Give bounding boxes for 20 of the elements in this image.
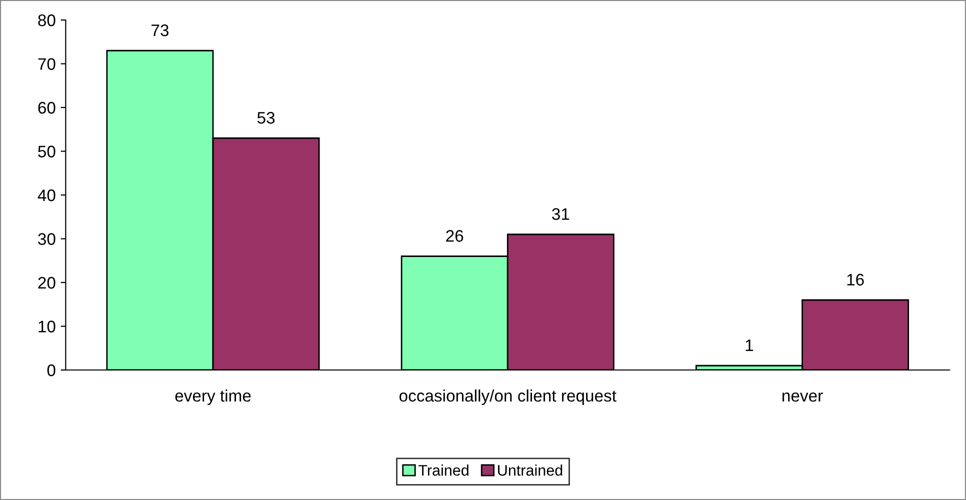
data-label: 1 (746, 340, 754, 352)
data-label: 53 (257, 112, 275, 124)
y-tick-label: 40 (38, 189, 56, 202)
legend-label: Untrained (498, 464, 562, 476)
data-label: 26 (446, 230, 464, 242)
y-tick-label: 10 (38, 320, 56, 332)
y-tick-label: 20 (38, 276, 56, 289)
legend-label: Trained (418, 464, 468, 476)
data-label: 16 (847, 274, 864, 286)
x-tick-label: occasionally/on client request (399, 389, 616, 405)
y-tick-label: 80 (38, 14, 56, 26)
x-tick-label: every time (175, 389, 251, 405)
y-tick-label: 0 (47, 364, 56, 376)
y-tick-label: 30 (38, 233, 56, 245)
data-label: 73 (152, 24, 169, 36)
data-label: 31 (552, 208, 570, 220)
y-tick-label: 70 (38, 58, 56, 70)
y-tick-label: 60 (38, 102, 56, 114)
y-tick-label: 50 (38, 146, 56, 158)
x-tick-label: never (782, 392, 823, 402)
